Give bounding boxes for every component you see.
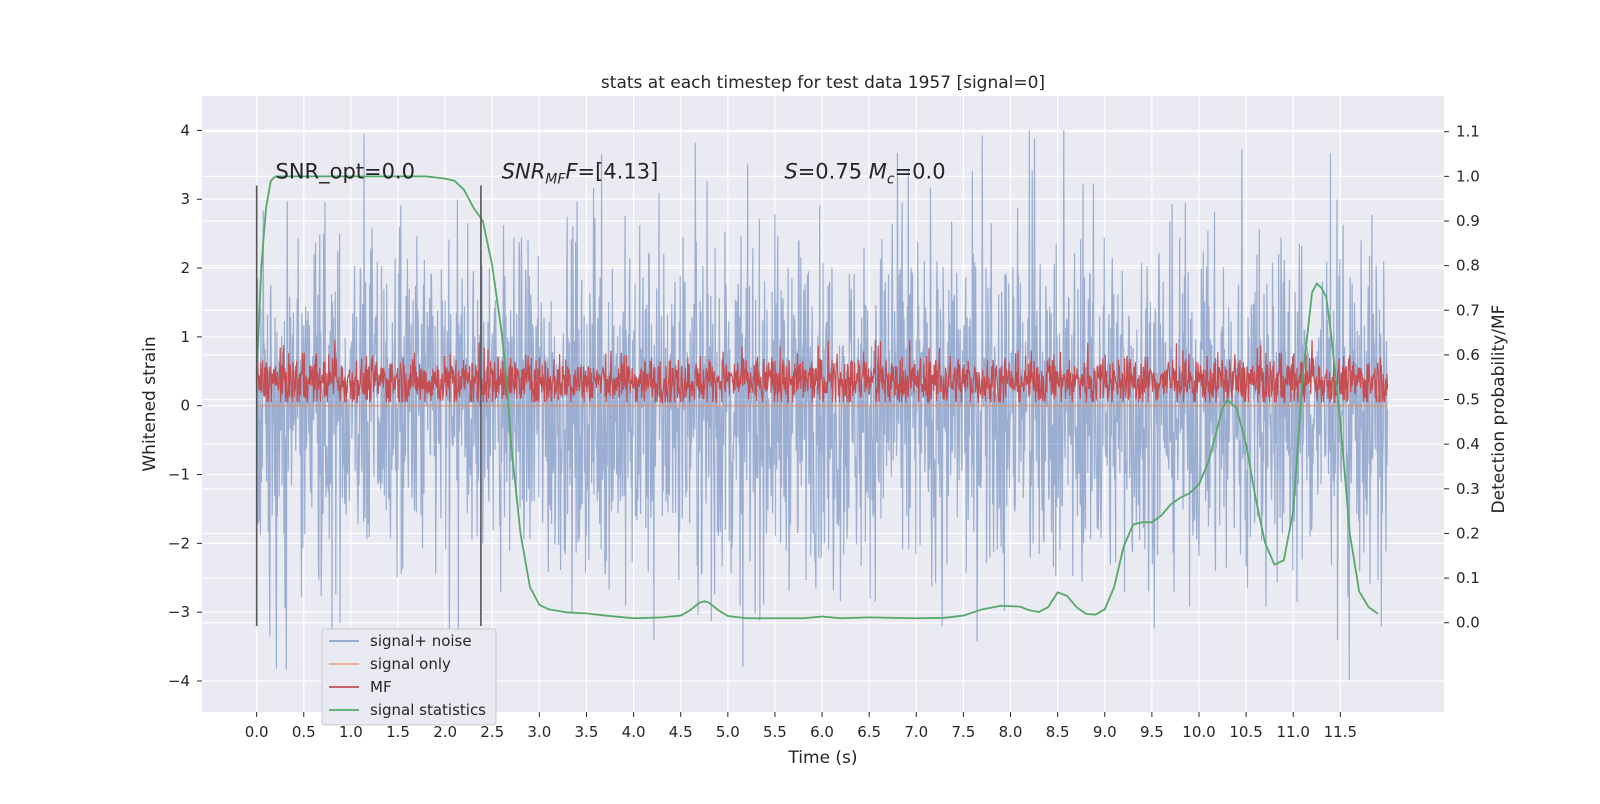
x-tick-label: 10.0	[1182, 723, 1215, 741]
legend-label: signal only	[370, 655, 451, 673]
y-tick-label: 4	[180, 121, 190, 139]
y2-axis-label: Detection probability/MF	[1489, 305, 1509, 514]
annotation-snr-opt: SNR_opt=0.0	[276, 160, 416, 185]
y2-tick-label: 0.2	[1456, 524, 1480, 542]
y2-tick-label: 0.3	[1456, 480, 1480, 498]
x-tick-label: 11.0	[1277, 723, 1310, 741]
x-tick-label: 2.5	[480, 723, 504, 741]
series-line-2	[256, 339, 1389, 405]
legend-label: MF	[370, 678, 392, 696]
x-tick-label: 2.0	[433, 723, 457, 741]
x-tick-label: 3.5	[575, 723, 599, 741]
vertical-marker-lines	[255, 185, 482, 626]
y2-tick-label: 0.4	[1456, 435, 1480, 453]
chart-title: stats at each timestep for test data 195…	[601, 73, 1045, 93]
x-tick-label: 0.0	[245, 723, 269, 741]
x-tick-label: 6.0	[810, 723, 834, 741]
x-tick-label: 9.0	[1093, 723, 1117, 741]
x-tick-label: 10.5	[1229, 723, 1262, 741]
y-tick-label: 3	[180, 190, 190, 208]
legend-label: signal statistics	[370, 701, 486, 719]
y-tick-label: −3	[168, 603, 190, 621]
x-tick-label: 7.0	[904, 723, 928, 741]
x-tick-label: 3.0	[527, 723, 551, 741]
x-tick-label: 5.0	[716, 723, 740, 741]
y2-tick-label: 1.0	[1456, 167, 1480, 185]
x-tick-label: 11.5	[1324, 723, 1357, 741]
y-tick-label: 1	[180, 328, 190, 346]
y2-tick-label: 1.1	[1456, 123, 1480, 141]
legend-label: signal+ noise	[370, 632, 472, 650]
x-tick-label: 5.5	[763, 723, 787, 741]
y-tick-label: −4	[168, 672, 190, 690]
x-tick-label: 8.0	[999, 723, 1023, 741]
y2-axis-ticks: 1.1 1.0 0.9 0.8 0.7 0.6 0.5 0.4 0.3 0.2 0.1 0.0	[1444, 123, 1480, 632]
x-tick-label: 8.5	[1046, 723, 1070, 741]
y-tick-label: −2	[168, 534, 190, 552]
legend-box	[321, 628, 497, 726]
x-tick-label: 7.5	[951, 723, 975, 741]
annotation-s-mc: S=0.75 Mc=0.0	[784, 160, 945, 188]
y-axis-label: Whitened strain	[140, 336, 160, 471]
x-tick-label: 1.5	[386, 723, 410, 741]
y2-tick-label: 0.0	[1456, 614, 1480, 632]
legend: signal+ noise signal only MF signal statist…	[321, 628, 497, 726]
y-axis-ticks: 4 3 2 1 0 −1 −2 −3 −4	[168, 121, 202, 690]
annotation-snr-mf: SNRMFF=[4.13]	[502, 160, 659, 188]
series-line-3	[255, 175, 1379, 620]
x-axis-ticks: 0.0 0.5 1.0 1.5 2.0 2.5 3.0 3.5 4.0 4.5 5.0 5.5 6.0 6…	[245, 712, 1357, 741]
y2-tick-label: 0.7	[1456, 301, 1480, 319]
annotations: SNR_opt=0.0 SNRMFF=[4.13] S=0.75 Mc=0.0	[276, 160, 946, 188]
y-tick-label: 0	[180, 397, 190, 415]
x-tick-label: 9.5	[1140, 723, 1164, 741]
x-tick-label: 4.5	[669, 723, 693, 741]
y-tick-label: 2	[180, 259, 190, 277]
y-tick-label: −1	[168, 466, 190, 484]
y2-tick-label: 0.8	[1456, 257, 1480, 275]
x-axis-label: Time (s)	[787, 748, 857, 768]
y2-tick-label: 0.6	[1456, 346, 1480, 364]
y2-tick-label: 0.5	[1456, 391, 1480, 409]
x-tick-label: 4.0	[622, 723, 646, 741]
x-tick-label: 6.5	[857, 723, 881, 741]
y2-tick-label: 0.9	[1456, 212, 1480, 230]
y2-tick-label: 0.1	[1456, 569, 1480, 587]
x-tick-label: 1.0	[339, 723, 363, 741]
series-layer	[255, 129, 1389, 681]
x-tick-label: 0.5	[292, 723, 316, 741]
